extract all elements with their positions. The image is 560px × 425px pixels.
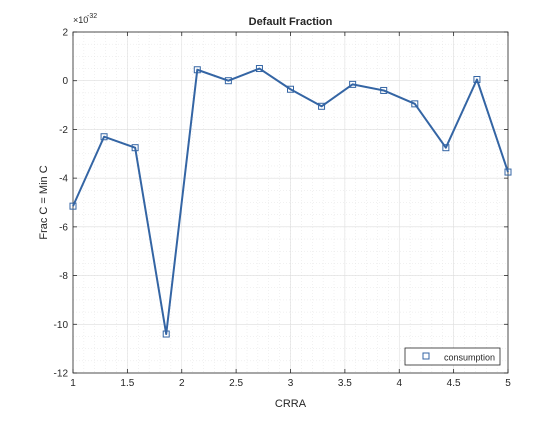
data-point — [380, 86, 388, 94]
data-point — [162, 330, 170, 338]
x-tick-label: 2.5 — [229, 378, 243, 389]
y-tick-label: -6 — [59, 222, 68, 233]
y-tick-label: -10 — [54, 320, 69, 331]
data-point — [255, 65, 263, 73]
x-tick-label: 1.5 — [120, 378, 134, 389]
data-point — [349, 80, 357, 88]
y-tick-label: 0 — [62, 76, 68, 87]
y-tick-label: -4 — [59, 174, 68, 185]
y-tick-label: -12 — [54, 369, 69, 380]
x-tick-label: 1 — [70, 378, 76, 389]
data-point — [411, 100, 419, 108]
data-point — [473, 75, 481, 83]
series-layer — [69, 65, 512, 338]
y-exponent-label: ×10 -32 — [73, 13, 97, 25]
data-point — [504, 168, 512, 176]
x-tick-label: 5 — [505, 378, 511, 389]
data-point — [442, 144, 450, 152]
y-tick-label: -2 — [59, 125, 68, 136]
legend-label: consumption — [444, 353, 495, 363]
x-tick-label: 2 — [179, 378, 185, 389]
legend: consumption — [404, 347, 501, 366]
data-point — [100, 133, 108, 141]
data-point — [318, 102, 326, 110]
chart-title: Default Fraction — [249, 16, 333, 28]
data-point — [287, 85, 294, 93]
data-point — [131, 144, 139, 152]
x-tick-label: 4 — [396, 378, 402, 389]
data-point — [193, 66, 201, 74]
y-tick-label: 2 — [62, 28, 68, 39]
legend-marker — [422, 352, 430, 360]
y-axis: -12 -10 -8 -6 -4 -2 0 2 — [54, 28, 508, 380]
data-point — [224, 77, 232, 85]
x-axis-label: CRRA — [275, 398, 307, 410]
y-tick-label: -8 — [59, 271, 68, 282]
y-exponent-base: ×10 — [73, 15, 88, 25]
x-tick-label: 3.5 — [338, 378, 352, 389]
y-exponent-power: -32 — [87, 13, 97, 20]
y-axis-label: Frac C = Min C — [38, 165, 50, 239]
series-line — [72, 67, 509, 336]
data-point — [69, 202, 77, 210]
x-tick-label: 3 — [288, 378, 294, 389]
legend-box — [404, 347, 501, 366]
x-tick-label: 4.5 — [447, 378, 461, 389]
x-axis: 1 1.5 2 2.5 3 3.5 4 4.5 5 — [70, 32, 511, 389]
